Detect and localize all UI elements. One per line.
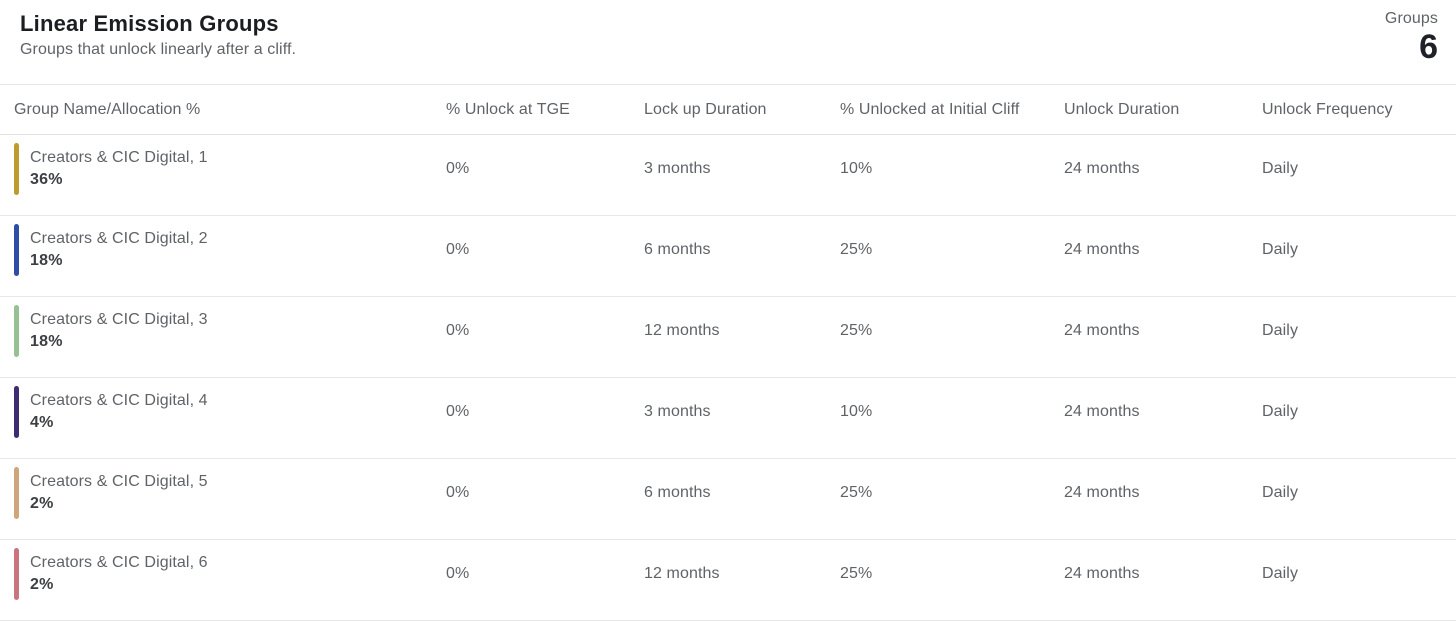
- group-name-lines: Creators & CIC Digital, 2 18%: [30, 228, 208, 273]
- group-allocation-percent: 36%: [30, 171, 63, 188]
- column-header-unlocked-at-initial-cliff: % Unlocked at Initial Cliff: [840, 100, 1020, 118]
- lockup-duration-cell: 12 months: [644, 565, 720, 582]
- allocation-accent-bar: [14, 467, 19, 519]
- group-name-lines: Creators & CIC Digital, 6 2%: [30, 552, 208, 597]
- allocation-accent-bar: [14, 305, 19, 357]
- unlocked-at-initial-cliff-cell: 10%: [840, 160, 873, 177]
- group-name-cell: Creators & CIC Digital, 1 36%: [14, 143, 446, 207]
- unlock-duration-cell: 24 months: [1064, 403, 1140, 420]
- unlock-at-tge-cell: 0%: [446, 403, 470, 420]
- lockup-duration-cell: 6 months: [644, 484, 711, 501]
- unlock-frequency-cell: Daily: [1262, 403, 1299, 420]
- group-name-cell: Creators & CIC Digital, 3 18%: [14, 305, 446, 369]
- unlock-duration-cell: 24 months: [1064, 565, 1140, 582]
- unlocked-at-initial-cliff-cell: 25%: [840, 322, 873, 339]
- group-name: Creators & CIC Digital, 5: [30, 472, 208, 490]
- column-header-unlock-duration: Unlock Duration: [1064, 100, 1180, 118]
- unlocked-at-initial-cliff-cell: 10%: [840, 403, 873, 420]
- group-allocation-percent: 2%: [30, 495, 54, 512]
- table-row: Creators & CIC Digital, 1 36% 0% 3 month…: [0, 135, 1456, 216]
- group-allocation-percent: 18%: [30, 252, 63, 269]
- emission-groups-table: Group Name/Allocation % % Unlock at TGE …: [0, 84, 1456, 621]
- allocation-accent-bar: [14, 548, 19, 600]
- group-name: Creators & CIC Digital, 2: [30, 229, 208, 247]
- column-header-group-name: Group Name/Allocation %: [14, 100, 201, 118]
- allocation-accent-bar: [14, 224, 19, 276]
- unlock-at-tge-cell: 0%: [446, 241, 470, 258]
- table-row: Creators & CIC Digital, 6 2% 0% 12 month…: [0, 540, 1456, 621]
- table-body: Creators & CIC Digital, 1 36% 0% 3 month…: [0, 135, 1456, 621]
- lockup-duration-cell: 6 months: [644, 241, 711, 258]
- group-name-lines: Creators & CIC Digital, 3 18%: [30, 309, 208, 354]
- unlock-duration-cell: 24 months: [1064, 322, 1140, 339]
- group-name-lines: Creators & CIC Digital, 1 36%: [30, 147, 208, 192]
- group-allocation-percent: 4%: [30, 414, 54, 431]
- group-name-cell: Creators & CIC Digital, 5 2%: [14, 467, 446, 531]
- unlock-frequency-cell: Daily: [1262, 565, 1299, 582]
- unlocked-at-initial-cliff-cell: 25%: [840, 565, 873, 582]
- group-name: Creators & CIC Digital, 6: [30, 553, 208, 571]
- unlock-at-tge-cell: 0%: [446, 565, 470, 582]
- group-name-cell: Creators & CIC Digital, 6 2%: [14, 548, 446, 612]
- unlock-duration-cell: 24 months: [1064, 160, 1140, 177]
- group-name: Creators & CIC Digital, 1: [30, 148, 208, 166]
- unlock-duration-cell: 24 months: [1064, 241, 1140, 258]
- lockup-duration-cell: 12 months: [644, 322, 720, 339]
- table-row: Creators & CIC Digital, 5 2% 0% 6 months…: [0, 459, 1456, 540]
- group-allocation-percent: 18%: [30, 333, 63, 350]
- table-row: Creators & CIC Digital, 2 18% 0% 6 month…: [0, 216, 1456, 297]
- groups-count-value: 6: [1419, 28, 1438, 66]
- unlock-frequency-cell: Daily: [1262, 160, 1299, 177]
- group-name-lines: Creators & CIC Digital, 4 4%: [30, 390, 208, 435]
- group-name-lines: Creators & CIC Digital, 5 2%: [30, 471, 208, 516]
- table-row: Creators & CIC Digital, 3 18% 0% 12 mont…: [0, 297, 1456, 378]
- unlock-frequency-cell: Daily: [1262, 322, 1299, 339]
- groups-count-label: Groups: [1384, 10, 1438, 27]
- lockup-duration-cell: 3 months: [644, 160, 711, 177]
- unlock-duration-cell: 24 months: [1064, 484, 1140, 501]
- page-title: Linear Emission Groups: [20, 11, 279, 36]
- unlocked-at-initial-cliff-cell: 25%: [840, 484, 873, 501]
- page-subtitle: Groups that unlock linearly after a clif…: [20, 40, 297, 58]
- unlocked-at-initial-cliff-cell: 25%: [840, 241, 873, 258]
- unlock-frequency-cell: Daily: [1262, 241, 1299, 258]
- card-header: Linear Emission Groups Groups that unloc…: [0, 0, 1456, 84]
- allocation-accent-bar: [14, 386, 19, 438]
- group-name-cell: Creators & CIC Digital, 2 18%: [14, 224, 446, 288]
- column-header-lockup-duration: Lock up Duration: [644, 100, 767, 118]
- unlock-frequency-cell: Daily: [1262, 484, 1299, 501]
- group-name: Creators & CIC Digital, 3: [30, 310, 208, 328]
- group-allocation-percent: 2%: [30, 576, 54, 593]
- column-header-unlock-frequency: Unlock Frequency: [1262, 100, 1393, 118]
- table-header-row: Group Name/Allocation % % Unlock at TGE …: [0, 84, 1456, 135]
- column-header-unlock-at-tge: % Unlock at TGE: [446, 100, 570, 118]
- table-row: Creators & CIC Digital, 4 4% 0% 3 months…: [0, 378, 1456, 459]
- group-name-cell: Creators & CIC Digital, 4 4%: [14, 386, 446, 450]
- unlock-at-tge-cell: 0%: [446, 484, 470, 501]
- lockup-duration-cell: 3 months: [644, 403, 711, 420]
- unlock-at-tge-cell: 0%: [446, 322, 470, 339]
- allocation-accent-bar: [14, 143, 19, 195]
- title-block: Linear Emission Groups Groups that unloc…: [20, 10, 296, 59]
- groups-count-block: Groups 6: [1385, 10, 1438, 66]
- group-name: Creators & CIC Digital, 4: [30, 391, 208, 409]
- unlock-at-tge-cell: 0%: [446, 160, 470, 177]
